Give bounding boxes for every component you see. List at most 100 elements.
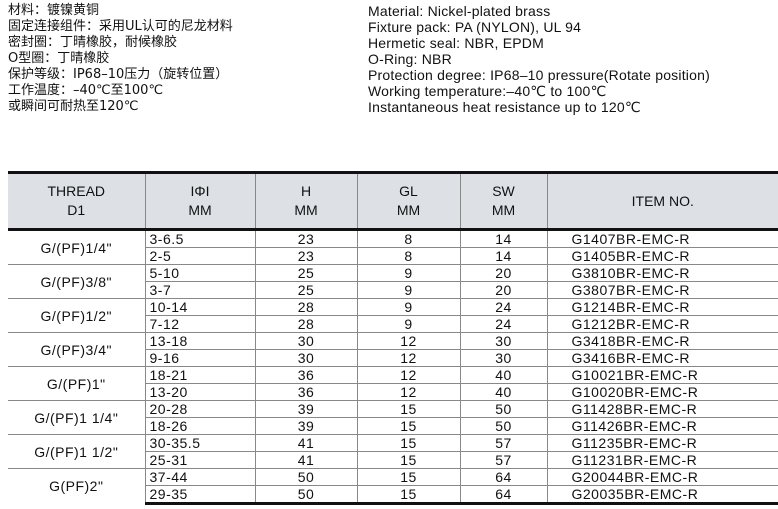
sw-cell: 40: [459, 366, 547, 384]
diameter-cell: 37-44: [144, 468, 255, 486]
thread-cell: G(PF)2": [8, 468, 145, 504]
table-header: THREAD D1 IΦI MM H MM GL MM SW MM ITEM NO.: [8, 171, 778, 231]
diameter-cell: 7-12: [144, 315, 255, 333]
sw-cell: 14: [459, 229, 547, 248]
sw-cell: 64: [459, 468, 547, 486]
sw-cell: 50: [459, 400, 547, 418]
thread-cell: G/(PF)1": [8, 366, 145, 401]
sw-cell: 14: [459, 247, 547, 265]
table-row: 3-7 25 9 20 G3807BR-EMC-R: [8, 281, 778, 299]
item-no-cell: G3807BR-EMC-R: [546, 281, 778, 299]
header-sw-line: SW: [492, 183, 515, 199]
h-cell: 41: [254, 434, 357, 452]
thread-cell: G/(PF)3/8": [8, 264, 145, 299]
header-h-line: H: [300, 183, 312, 199]
spec-line: Fixture pack: PA (NYLON), UL 94: [368, 19, 582, 35]
h-cell: 28: [254, 298, 357, 316]
sw-cell: 24: [459, 298, 547, 316]
sw-cell: 20: [459, 264, 547, 282]
header-sw: SW MM: [459, 171, 547, 231]
h-cell: 36: [254, 383, 357, 401]
header-thread-line: D1: [67, 202, 86, 218]
table-row: G(PF)2" 37-44 50 15 64 G20044BR-EMC-R: [8, 468, 778, 504]
item-no-cell: G11428BR-EMC-R: [546, 400, 778, 418]
header-item-no: ITEM NO.: [546, 171, 778, 231]
header-sw-line: MM: [491, 202, 516, 218]
spec-line: 固定连接组件：采用UL认可的尼龙材料: [8, 19, 233, 34]
header-h: H MM: [254, 171, 357, 231]
sw-cell: 20: [459, 281, 547, 299]
table-row: G/(PF)3/8" 5-10 25 9 20 G3810BR-EMC-R: [8, 264, 778, 299]
header-gl-line: MM: [396, 202, 421, 218]
spec-line: Protection degree: IP68–10 pressure(Rota…: [368, 67, 710, 83]
header-item-no-line: ITEM NO.: [631, 192, 694, 209]
gl-cell: 12: [356, 366, 460, 384]
gl-cell: 9: [356, 281, 460, 299]
spec-line: 或瞬间可耐热至120℃: [8, 99, 139, 114]
sw-cell: 64: [459, 485, 547, 505]
gl-cell: 9: [356, 264, 460, 282]
spec-line: Working temperature:–40℃ to 100℃: [368, 83, 607, 99]
gl-cell: 8: [356, 247, 460, 265]
specs-english: Material: Nickel-plated brass Fixture pac…: [368, 3, 710, 115]
sw-cell: 57: [459, 451, 547, 469]
sw-cell: 50: [459, 417, 547, 435]
diameter-cell: 30-35.5: [144, 434, 255, 452]
item-no-cell: G1212BR-EMC-R: [546, 315, 778, 333]
sw-cell: 30: [459, 349, 547, 367]
spec-line: 工作温度：–40℃至100℃: [8, 83, 164, 98]
item-no-cell: G20035BR-EMC-R: [546, 485, 778, 505]
spec-line: O型圈：丁晴橡胶: [8, 51, 110, 66]
spec-line: O-Ring: NBR: [368, 51, 452, 67]
gl-cell: 15: [356, 485, 460, 505]
h-cell: 28: [254, 315, 357, 333]
table-row: 9-16 30 12 30 G3416BR-EMC-R: [8, 349, 778, 367]
diameter-cell: 18-26: [144, 417, 255, 435]
header-diameter-line: MM: [188, 202, 212, 218]
item-no-cell: G11231BR-EMC-R: [546, 451, 778, 469]
sw-cell: 57: [459, 434, 547, 452]
thread-cell: G/(PF)1 1/2": [8, 434, 145, 469]
diameter-cell: 2-5: [144, 247, 255, 265]
item-no-cell: G20044BR-EMC-R: [546, 468, 778, 486]
gl-cell: 15: [356, 468, 460, 486]
item-no-cell: G3418BR-EMC-R: [546, 332, 778, 350]
table-row: G/(PF)1 1/2" 30-35.5 41 15 57 G11235BR-EMC-R: [8, 434, 778, 469]
table-row: G/(PF)1 1/4" 20-28 39 15 50 G11428BR-EMC-R: [8, 400, 778, 435]
spec-line: 材料：镀镍黄铜: [8, 3, 100, 18]
gl-cell: 15: [356, 400, 460, 418]
h-cell: 36: [254, 366, 357, 384]
header-gl-line: GL: [399, 183, 418, 199]
spec-line: Instantaneous heat resistance up to 120℃: [368, 99, 641, 115]
diameter-cell: 9-16: [144, 349, 255, 367]
h-cell: 50: [254, 468, 357, 486]
item-no-cell: G10020BR-EMC-R: [546, 383, 778, 401]
item-no-cell: G1405BR-EMC-R: [546, 247, 778, 265]
h-cell: 39: [254, 417, 357, 435]
h-cell: 23: [254, 229, 357, 248]
gl-cell: 15: [356, 434, 460, 452]
gl-cell: 12: [356, 349, 460, 367]
table-row: 29-35 50 15 64 G20035BR-EMC-R: [8, 485, 778, 505]
diameter-cell: 10-14: [144, 298, 255, 316]
item-no-cell: G1407BR-EMC-R: [546, 229, 778, 248]
diameter-cell: 3-7: [144, 281, 255, 299]
item-no-cell: G11235BR-EMC-R: [546, 434, 778, 452]
item-no-cell: G11426BR-EMC-R: [546, 417, 778, 435]
thread-cell: G/(PF)3/4": [8, 332, 145, 367]
h-cell: 50: [254, 485, 357, 505]
sw-cell: 30: [459, 332, 547, 350]
item-no-cell: G1214BR-EMC-R: [546, 298, 778, 316]
table-row: G/(PF)1/4" 3-6.5 23 8 14 G1407BR-EMC-R: [8, 229, 778, 265]
table-row: 13-20 36 12 40 G10020BR-EMC-R: [8, 383, 778, 401]
table-row: 7-12 28 9 24 G1212BR-EMC-R: [8, 315, 778, 333]
h-cell: 30: [254, 332, 357, 350]
header-gl: GL MM: [356, 171, 460, 231]
sw-cell: 40: [459, 383, 547, 401]
item-no-cell: G3810BR-EMC-R: [546, 264, 778, 282]
diameter-cell: 13-20: [144, 383, 255, 401]
h-cell: 23: [254, 247, 357, 265]
header-h-line: MM: [294, 202, 318, 218]
thread-cell: G/(PF)1 1/4": [8, 400, 145, 435]
diameter-cell: 18-21: [144, 366, 255, 384]
